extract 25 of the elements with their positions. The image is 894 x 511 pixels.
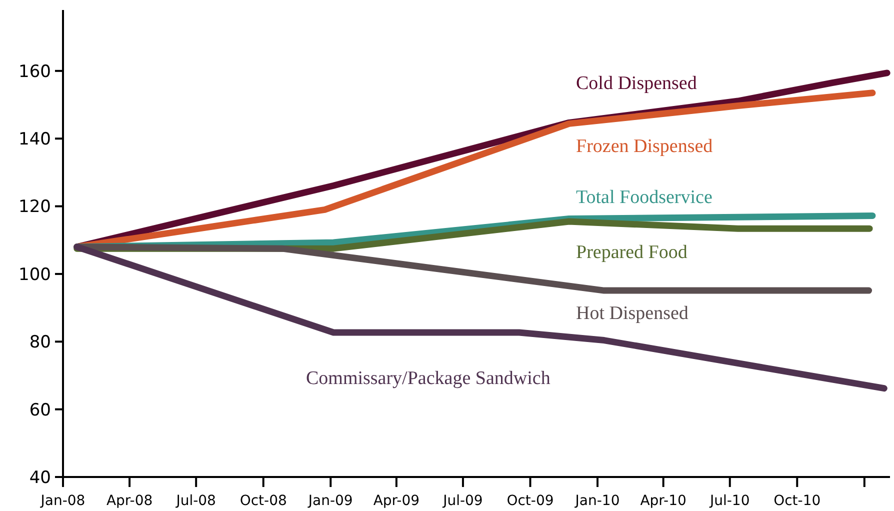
x-tick-label: Apr-08 bbox=[106, 493, 153, 509]
series-label: Total Foodservice bbox=[576, 187, 712, 208]
y-tick-label: 40 bbox=[29, 468, 51, 488]
y-tick-label: 160 bbox=[18, 62, 51, 82]
x-tick-label: Jul-09 bbox=[442, 493, 483, 509]
x-tick-label: Apr-09 bbox=[373, 493, 420, 509]
series-label: Hot Dispensed bbox=[576, 303, 689, 324]
x-tick-label: Oct-09 bbox=[506, 493, 554, 509]
series-label: Prepared Food bbox=[576, 242, 688, 263]
x-tick-label: Jan-09 bbox=[307, 493, 353, 509]
series-label: Frozen Dispensed bbox=[576, 136, 714, 157]
x-tick-label: Apr-10 bbox=[640, 493, 686, 509]
y-tick-label: 120 bbox=[18, 197, 51, 218]
x-tick-label: Oct-10 bbox=[774, 493, 821, 509]
x-tick-label: Jan-10 bbox=[574, 493, 620, 509]
y-tick-label: 140 bbox=[18, 130, 51, 150]
y-tick-label: 60 bbox=[29, 400, 51, 420]
y-tick-label: 80 bbox=[29, 332, 51, 353]
x-tick-label: Jan-08 bbox=[40, 493, 86, 509]
series-label: Cold Dispensed bbox=[576, 73, 698, 94]
x-tick-label: Jul-08 bbox=[175, 493, 216, 509]
x-tick-label: Jul-10 bbox=[708, 493, 750, 509]
x-tick-label: Oct-08 bbox=[240, 493, 287, 509]
series-label: Commissary/Package Sandwich bbox=[306, 368, 551, 389]
y-tick-label: 100 bbox=[18, 264, 51, 285]
